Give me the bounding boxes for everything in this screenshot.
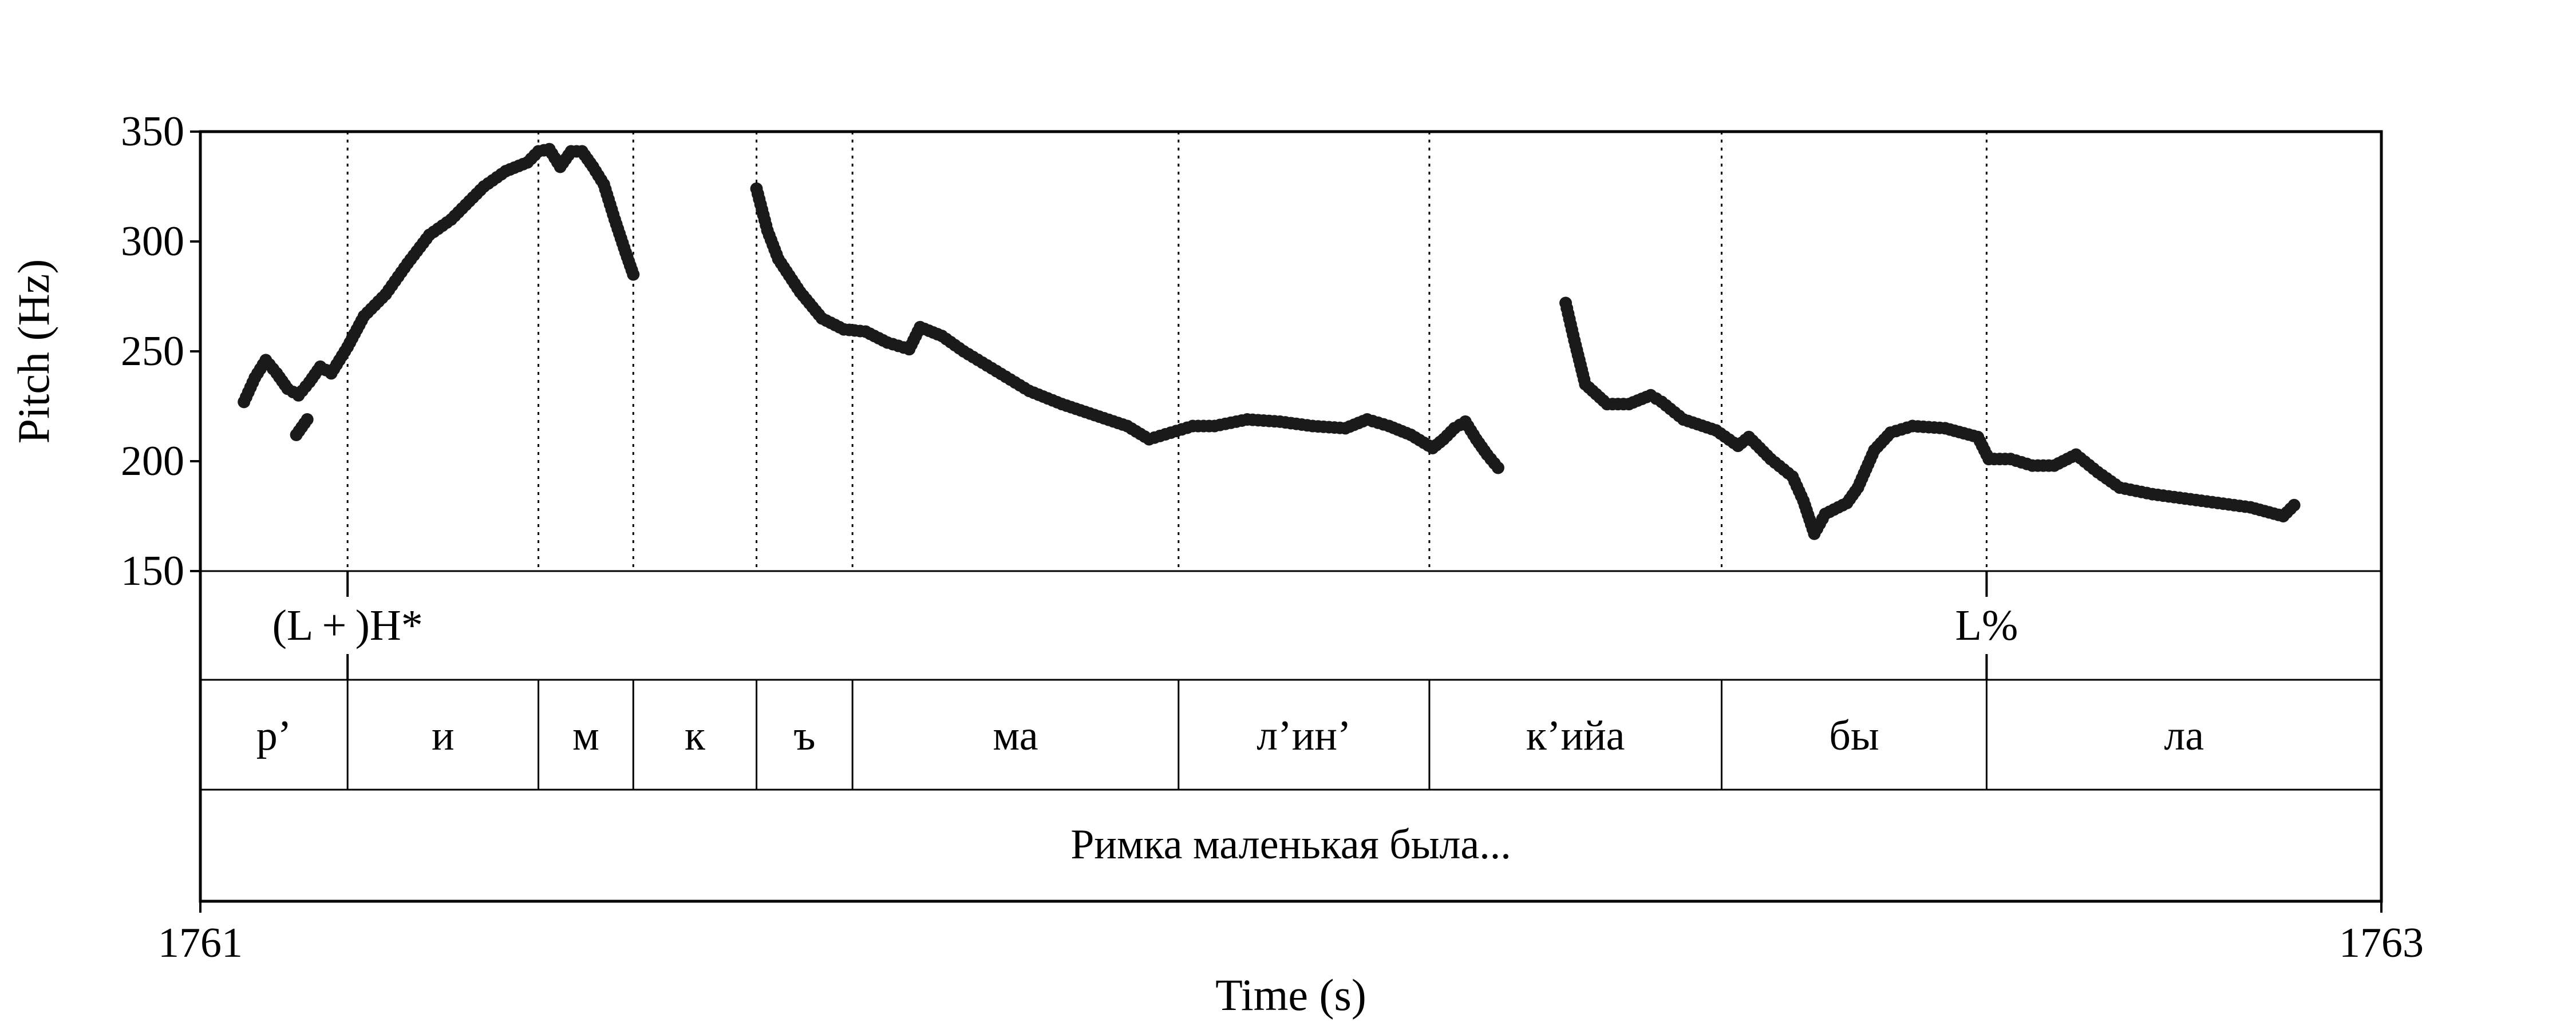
plot-frame: [199, 130, 2383, 903]
y-tick-label: 200: [121, 438, 184, 485]
x-tick-label-end: 1763: [2339, 920, 2424, 966]
segment-label: р’: [256, 712, 292, 759]
y-axis-title: Pitch (Hz): [9, 259, 58, 444]
segment-label: л’ин’: [1257, 712, 1351, 759]
segment-label: ма: [993, 712, 1038, 759]
x-tick-label-start: 1761: [158, 920, 243, 966]
segment-label: м: [572, 712, 599, 759]
pitch-point: [2287, 498, 2301, 512]
y-tick-label: 300: [121, 218, 184, 265]
pitch-points: [238, 142, 2301, 540]
y-tick-label: 250: [121, 328, 184, 375]
segment-label: ъ: [793, 712, 815, 759]
axis-labels: 1761 1763 Time (s) Pitch (Hz) Римка мале…: [9, 259, 2424, 1020]
x-axis-title: Time (s): [1215, 970, 1366, 1020]
segment-label: бы: [1829, 712, 1879, 759]
textgrid-frame: [199, 130, 2383, 913]
y-tick-label: 150: [121, 548, 184, 595]
segment-label: и: [432, 712, 455, 759]
boundary-lines: [346, 132, 1988, 790]
tone-label: L%: [1955, 601, 2018, 649]
pitch-point: [1491, 461, 1504, 474]
pitch-point: [301, 413, 314, 426]
segment-label: к: [685, 712, 706, 759]
sentence-label: Римка маленькая была...: [1070, 821, 1511, 868]
pitch-point: [627, 268, 640, 281]
y-axis-ticks: 150 200 250 300 350: [121, 108, 200, 595]
tier-labels: (L + )H* L% р’ и м к ъ ма л’ин’ к’ийа бы ла: [256, 571, 2204, 759]
tone-label: (L + )H*: [272, 601, 423, 649]
segment-label: ла: [2164, 712, 2204, 759]
segment-label: к’ийа: [1526, 712, 1625, 759]
y-tick-label: 350: [121, 108, 184, 155]
